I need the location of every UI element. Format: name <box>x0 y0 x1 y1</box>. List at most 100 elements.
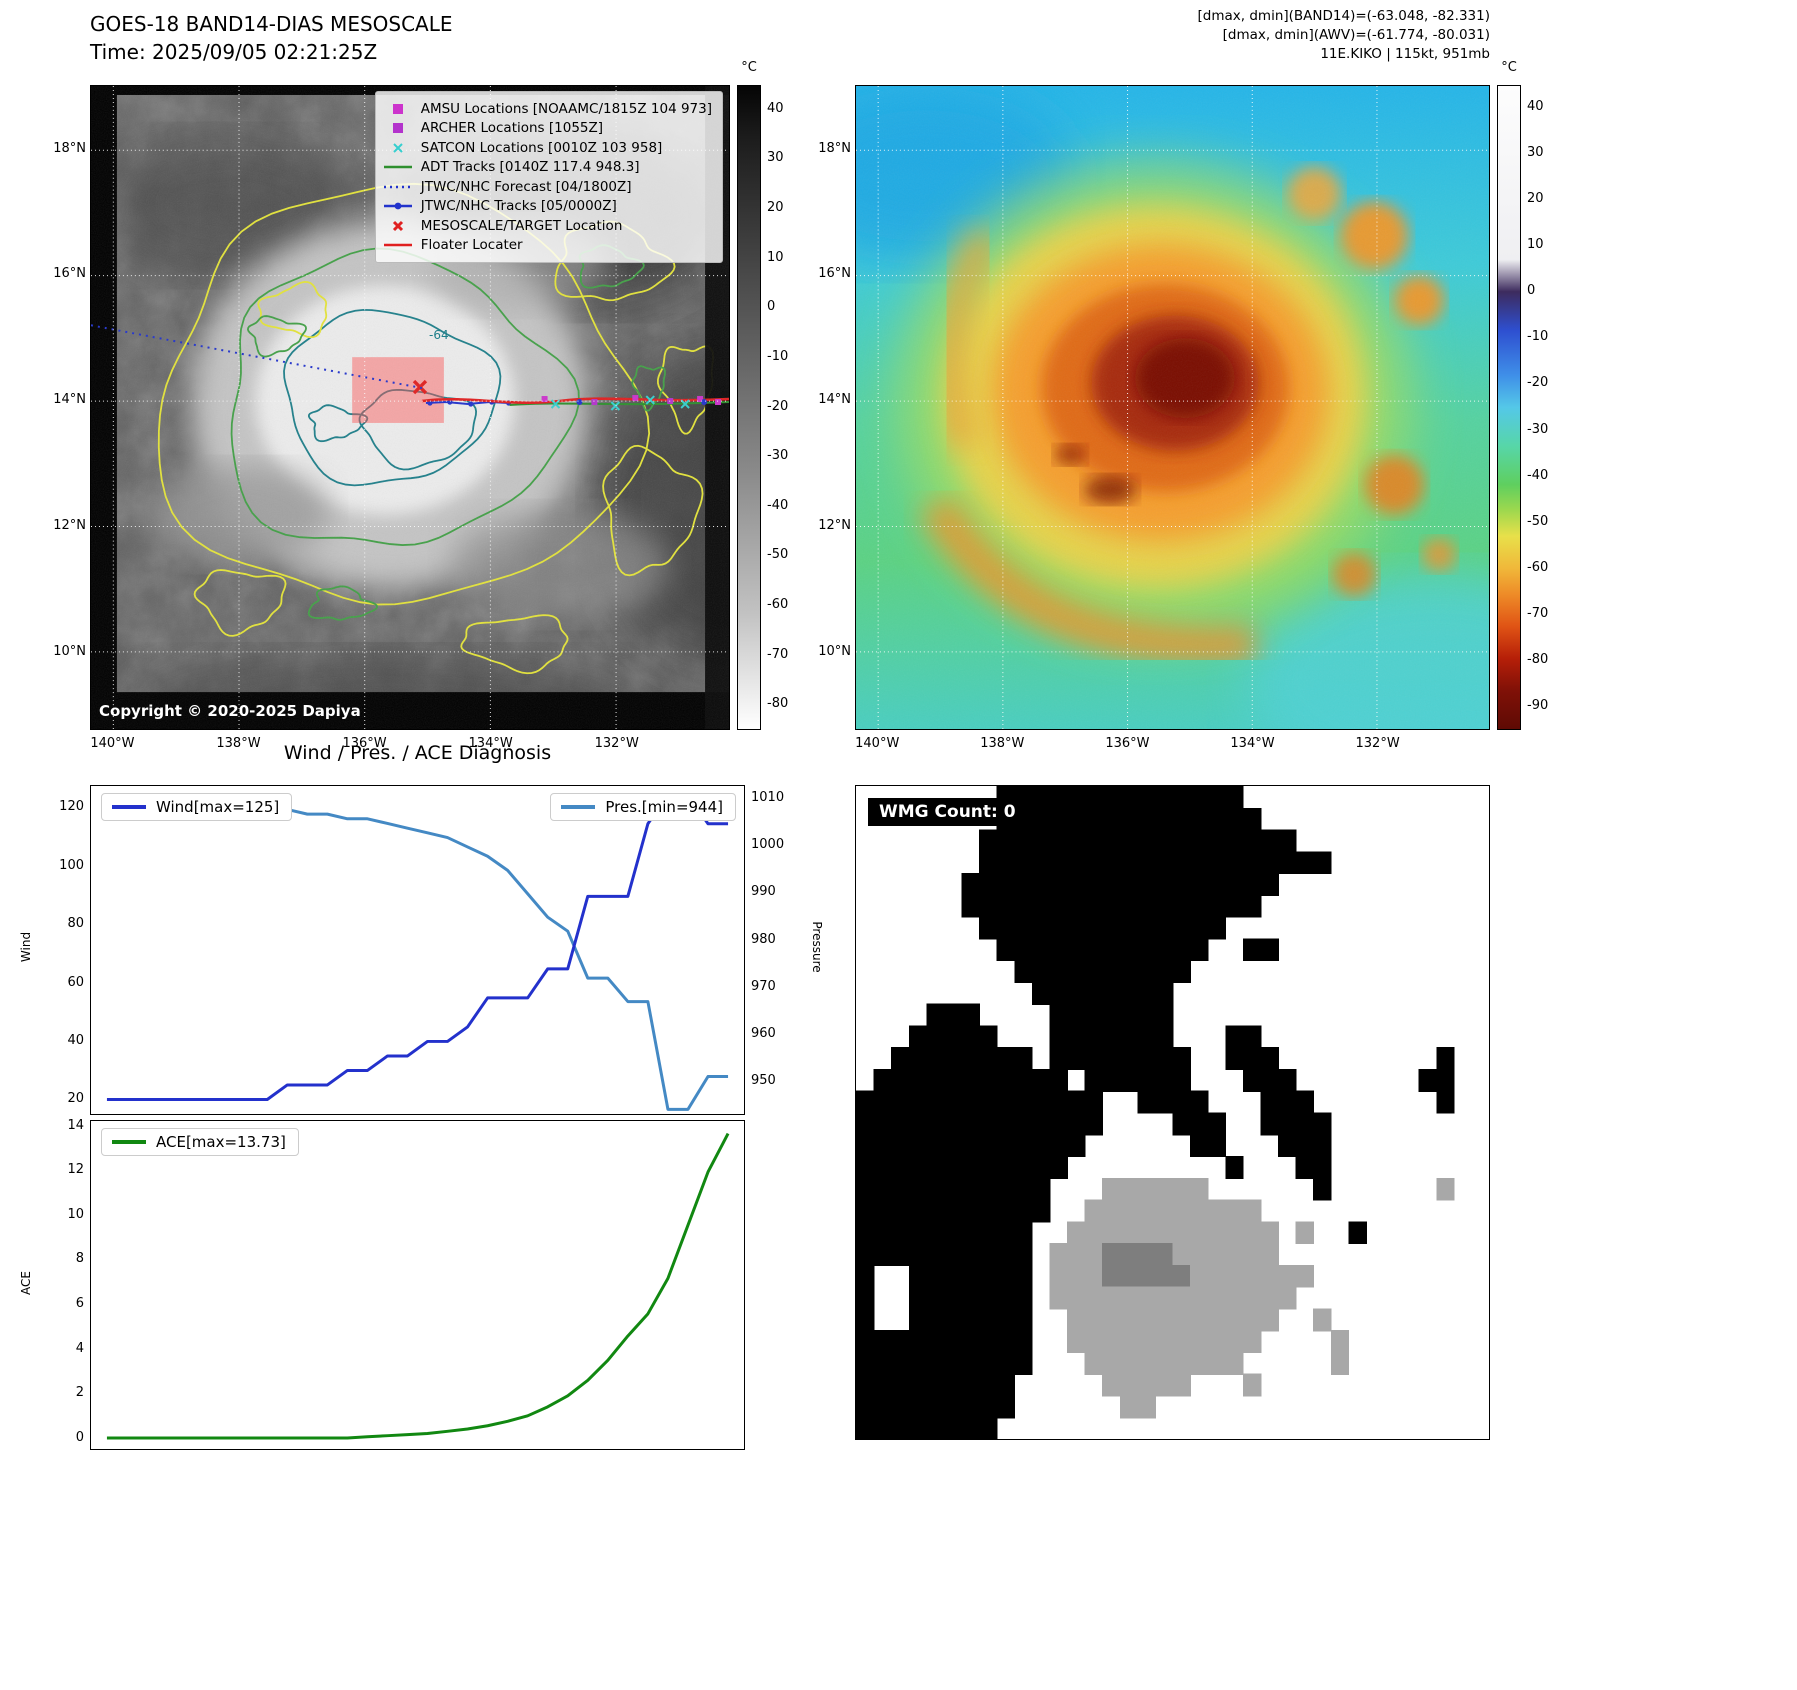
colorbar-tick-label: -40 <box>767 497 789 513</box>
lat-tick-label: 16°N <box>818 266 851 282</box>
awv-colorbar <box>1497 85 1521 730</box>
legend-item-label: MESOSCALE/TARGET Location <box>420 217 623 234</box>
legend-item-label: ARCHER Locations [1055Z] <box>420 120 604 137</box>
axis-tick-label: 8 <box>75 1251 84 1267</box>
wind-pressure-chart: Wind[max=125] Pres.[min=944] <box>90 785 745 1115</box>
axis-tick-label: 950 <box>751 1073 776 1088</box>
axis-tick-label: 20 <box>67 1091 84 1107</box>
band14-satellite-plot: AMSU Locations [NOAAMC/1815Z 104 973] ARC… <box>90 85 730 730</box>
legend-item-label: ADT Tracks [0140Z 117.4 948.3] <box>420 159 640 176</box>
colorbar-tick-label: 20 <box>1527 191 1544 207</box>
lat-tick-label: 16°N <box>53 266 86 282</box>
colorbar-tick-label: -60 <box>1527 559 1549 575</box>
legend-item-label: Floater Locater <box>420 237 523 254</box>
lon-tick-label: 138°W <box>980 736 1025 751</box>
colorbar-tick-label: -20 <box>1527 375 1549 391</box>
legend-item-label: SATCON Locations [0010Z 103 958] <box>420 139 663 156</box>
axis-tick-label: 60 <box>67 974 84 990</box>
lat-tick-label: 18°N <box>818 140 851 156</box>
line-dot-marker-icon <box>382 199 414 213</box>
band14-title: GOES-18 BAND14-DIAS MESOSCALE <box>90 12 453 36</box>
colorbar-tick-label: -20 <box>767 398 789 414</box>
lat-tick-label: 18°N <box>53 140 86 156</box>
contour-value-label: -64 <box>429 328 449 342</box>
diagnosis-title: Wind / Pres. / ACE Diagnosis <box>283 742 552 764</box>
axis-tick-label: 0 <box>75 1429 84 1445</box>
wmg-pixel-map <box>856 786 1455 1439</box>
wind-legend: Wind[max=125] <box>101 793 293 821</box>
axis-tick-label: 2 <box>75 1385 84 1401</box>
legend-item: ARCHER Locations [1055Z] <box>382 119 712 139</box>
axis-tick-label: 120 <box>59 799 84 815</box>
awv-satellite-plot <box>855 85 1490 730</box>
x-bold-marker-icon <box>382 219 414 233</box>
legend-item: SATCON Locations [0010Z 103 958] <box>382 138 712 158</box>
legend-item: ADT Tracks [0140Z 117.4 948.3] <box>382 158 712 178</box>
lat-tick-label: 14°N <box>53 392 86 408</box>
lon-tick-label: 134°W <box>1230 736 1275 751</box>
colorbar-tick-label: -80 <box>1527 651 1549 667</box>
pressure-axis-label: Pressure <box>810 921 824 973</box>
awv-satellite-image <box>856 86 1489 729</box>
line-marker-icon <box>382 238 414 252</box>
colorbar-tick-label: -10 <box>767 348 789 364</box>
colorbar-tick-label: -90 <box>1527 697 1549 713</box>
dotted-line-marker-icon <box>382 180 414 194</box>
ace-legend-label: ACE[max=13.73] <box>156 1133 286 1151</box>
axis-tick-label: 1000 <box>751 837 785 853</box>
axis-tick-label: 40 <box>67 1032 84 1048</box>
ace-axis-label: ACE <box>19 1271 33 1295</box>
awv-colorbar-ticks: 40 30 20 10 0 -10 -20 -30 -40 -50 -60 -70 -80 -90 <box>1527 85 1573 730</box>
colorbar-tick-label: -40 <box>1527 467 1549 483</box>
lon-tick-label: 132°W <box>1355 736 1400 751</box>
lon-tick-label: 136°W <box>1105 736 1150 751</box>
x-marker-icon <box>382 141 414 155</box>
axis-tick-label: 960 <box>751 1025 776 1041</box>
band14-lon-axis: 140°W 138°W 136°W 134°W 132°W <box>90 736 730 756</box>
lat-tick-label: 12°N <box>818 517 851 533</box>
colorbar-tick-label: 10 <box>767 249 784 265</box>
lon-tick-label: 134°W <box>468 736 513 751</box>
lon-tick-label: 140°W <box>90 736 135 751</box>
awv-lat-axis: 18°N 16°N 14°N 12°N 10°N <box>799 85 851 730</box>
axis-tick-label: 12 <box>67 1162 84 1178</box>
ace-legend-line <box>112 1140 146 1144</box>
band14-subtitle: Time: 2025/09/05 02:21:25Z <box>90 40 378 64</box>
colorbar-tick-label: -60 <box>767 596 789 612</box>
axis-tick-label: 6 <box>75 1296 84 1312</box>
band14-colorbar-unit: °C <box>741 60 757 75</box>
awv-lon-axis: 140°W 138°W 136°W 134°W 132°W <box>855 736 1490 756</box>
band14-legend: AMSU Locations [NOAAMC/1815Z 104 973] ARC… <box>374 91 723 263</box>
colorbar-tick-label: -30 <box>767 448 789 464</box>
band14-lat-axis: 18°N 16°N 14°N 12°N 10°N <box>34 85 86 730</box>
colorbar-tick-label: 20 <box>767 200 784 216</box>
lat-tick-label: 14°N <box>818 392 851 408</box>
axis-tick-label: 80 <box>67 916 84 932</box>
colorbar-tick-label: -50 <box>1527 513 1549 529</box>
legend-item: JTWC/NHC Tracks [05/0000Z] <box>382 197 712 217</box>
colorbar-tick-label: 40 <box>1527 99 1544 115</box>
legend-item: Floater Locater <box>382 236 712 256</box>
colorbar-tick-label: 10 <box>1527 237 1544 253</box>
colorbar-tick-label: -30 <box>1527 421 1549 437</box>
colorbar-tick-label: 30 <box>1527 145 1544 161</box>
line-marker-icon <box>382 160 414 174</box>
colorbar-tick-label: 0 <box>1527 283 1536 299</box>
wind-axis-label: Wind <box>19 931 33 963</box>
storm-id-intensity: 11E.KIKO | 115kt, 951mb <box>1320 46 1490 62</box>
square-marker-icon <box>382 102 414 116</box>
axis-tick-label: 990 <box>751 884 776 900</box>
wind-pressure-series <box>106 793 729 1111</box>
ace-legend: ACE[max=13.73] <box>101 1128 299 1156</box>
legend-item-label: AMSU Locations [NOAAMC/1815Z 104 973] <box>420 100 712 117</box>
colorbar-tick-label: -70 <box>1527 605 1549 621</box>
wmg-panel: WMG Count: 0 <box>855 785 1490 1440</box>
colorbar-tick-label: -80 <box>767 696 789 712</box>
lat-tick-label: 10°N <box>818 643 851 659</box>
colorbar-tick-label: -10 <box>1527 329 1549 345</box>
dmax-dmin-awv: [dmax, dmin](AWV)=(-61.774, -80.031) <box>1222 27 1490 43</box>
lon-tick-label: 140°W <box>855 736 900 751</box>
pressure-legend-label: Pres.[min=944] <box>605 798 723 816</box>
colorbar-tick-label: -50 <box>767 547 789 563</box>
